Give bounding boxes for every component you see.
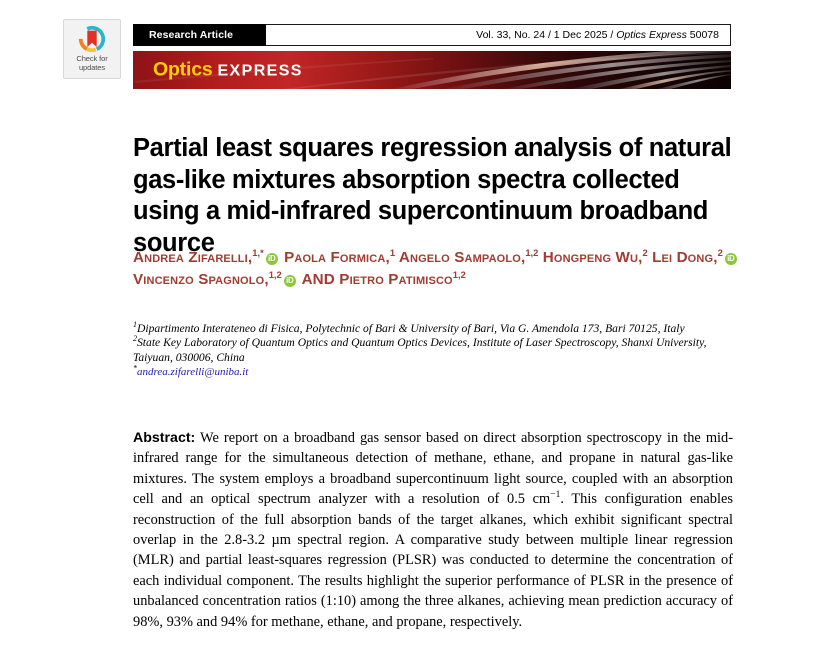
orcid-icon[interactable]: iD — [265, 253, 278, 265]
banner-streaks-decoration — [133, 51, 731, 89]
author-name: Hongpeng Wu — [542, 249, 639, 266]
affiliation-item: 1Dipartimento Interateneo di Fisica, Pol… — [133, 320, 737, 336]
email-marker: * — [133, 363, 137, 373]
author-conjunction: AND — [301, 270, 335, 288]
corresponding-email[interactable]: *andrea.zifarelli@uniba.it — [133, 363, 737, 379]
masthead-optics-word: Optics — [153, 58, 213, 81]
author-affil-marker: 1,* — [252, 246, 264, 258]
affiliation-text: State Key Laboratory of Quantum Optics a… — [133, 336, 707, 364]
check-for-updates-line1: Check for — [76, 54, 108, 63]
volume-info-prefix: Vol. 33, No. 24 / 1 Dec 2025 / — [476, 29, 617, 41]
volume-info-suffix: 50078 — [686, 29, 719, 41]
author-name: Vincenzo Spagnolo — [133, 270, 265, 288]
page-title: Partial least squares regression analysi… — [133, 134, 732, 257]
author-name: Lei Dong — [652, 249, 714, 266]
journal-title-italic: Optics Express — [616, 29, 687, 41]
article-type-label: Research Article — [149, 29, 234, 41]
email-address[interactable]: andrea.zifarelli@uniba.it — [137, 366, 249, 379]
check-for-updates-line2: updates — [78, 62, 105, 72]
orcid-icon[interactable]: iD — [283, 274, 296, 287]
masthead-express-word: EXPRESS — [217, 62, 303, 80]
author-name: Paola Formica — [284, 249, 386, 266]
affiliation-text: Dipartimento Interateneo di Fisica, Poly… — [137, 322, 685, 335]
volume-info-box: Vol. 33, No. 24 / 1 Dec 2025 / Optics Ex… — [266, 24, 731, 46]
author-name: Angelo Sampaolo — [398, 249, 521, 266]
author-affil-marker: 2 — [642, 246, 648, 258]
volume-info-label: Vol. 33, No. 24 / 1 Dec 2025 / Optics Ex… — [476, 29, 719, 41]
check-for-updates-label: Check for updates — [76, 54, 108, 72]
abstract-text-part2: . This configuration enables reconstruct… — [133, 491, 733, 630]
crossmark-icon — [77, 24, 107, 54]
affiliations-block: 1Dipartimento Interateneo di Fisica, Pol… — [133, 320, 737, 380]
check-for-updates-badge[interactable]: Check for updates — [63, 19, 121, 79]
author-name: Andrea Zifarelli — [133, 249, 248, 266]
author-list: Andrea Zifarelli,1,*iD Paola Formica,1 A… — [133, 247, 741, 290]
abstract-label: Abstract: — [133, 430, 196, 446]
author-name: Pietro Patimisco — [339, 270, 453, 288]
abstract-block: Abstract: We report on a broadband gas s… — [133, 428, 733, 632]
optics-express-banner: Optics EXPRESS — [133, 51, 731, 89]
article-type-bar: Research Article — [133, 24, 266, 46]
journal-masthead: Optics EXPRESS — [153, 59, 303, 82]
abstract-superscript: −1 — [550, 490, 561, 501]
affiliation-item: 2State Key Laboratory of Quantum Optics … — [133, 334, 737, 365]
author-affil-marker: 1,2 — [268, 268, 282, 280]
author-affil-marker: 1 — [389, 246, 396, 258]
author-affil-marker: 2 — [717, 246, 723, 258]
affiliation-marker: 2 — [133, 334, 137, 344]
orcid-icon[interactable]: iD — [724, 253, 737, 265]
abstract-text-part1: We report on a broadband gas sensor base… — [133, 430, 733, 508]
author-affil-marker: 1,2 — [525, 246, 539, 258]
affiliation-marker: 1 — [133, 320, 137, 330]
journal-header-row: Research Article Vol. 33, No. 24 / 1 Dec… — [133, 24, 731, 46]
author-affil-marker: 1,2 — [452, 268, 466, 280]
